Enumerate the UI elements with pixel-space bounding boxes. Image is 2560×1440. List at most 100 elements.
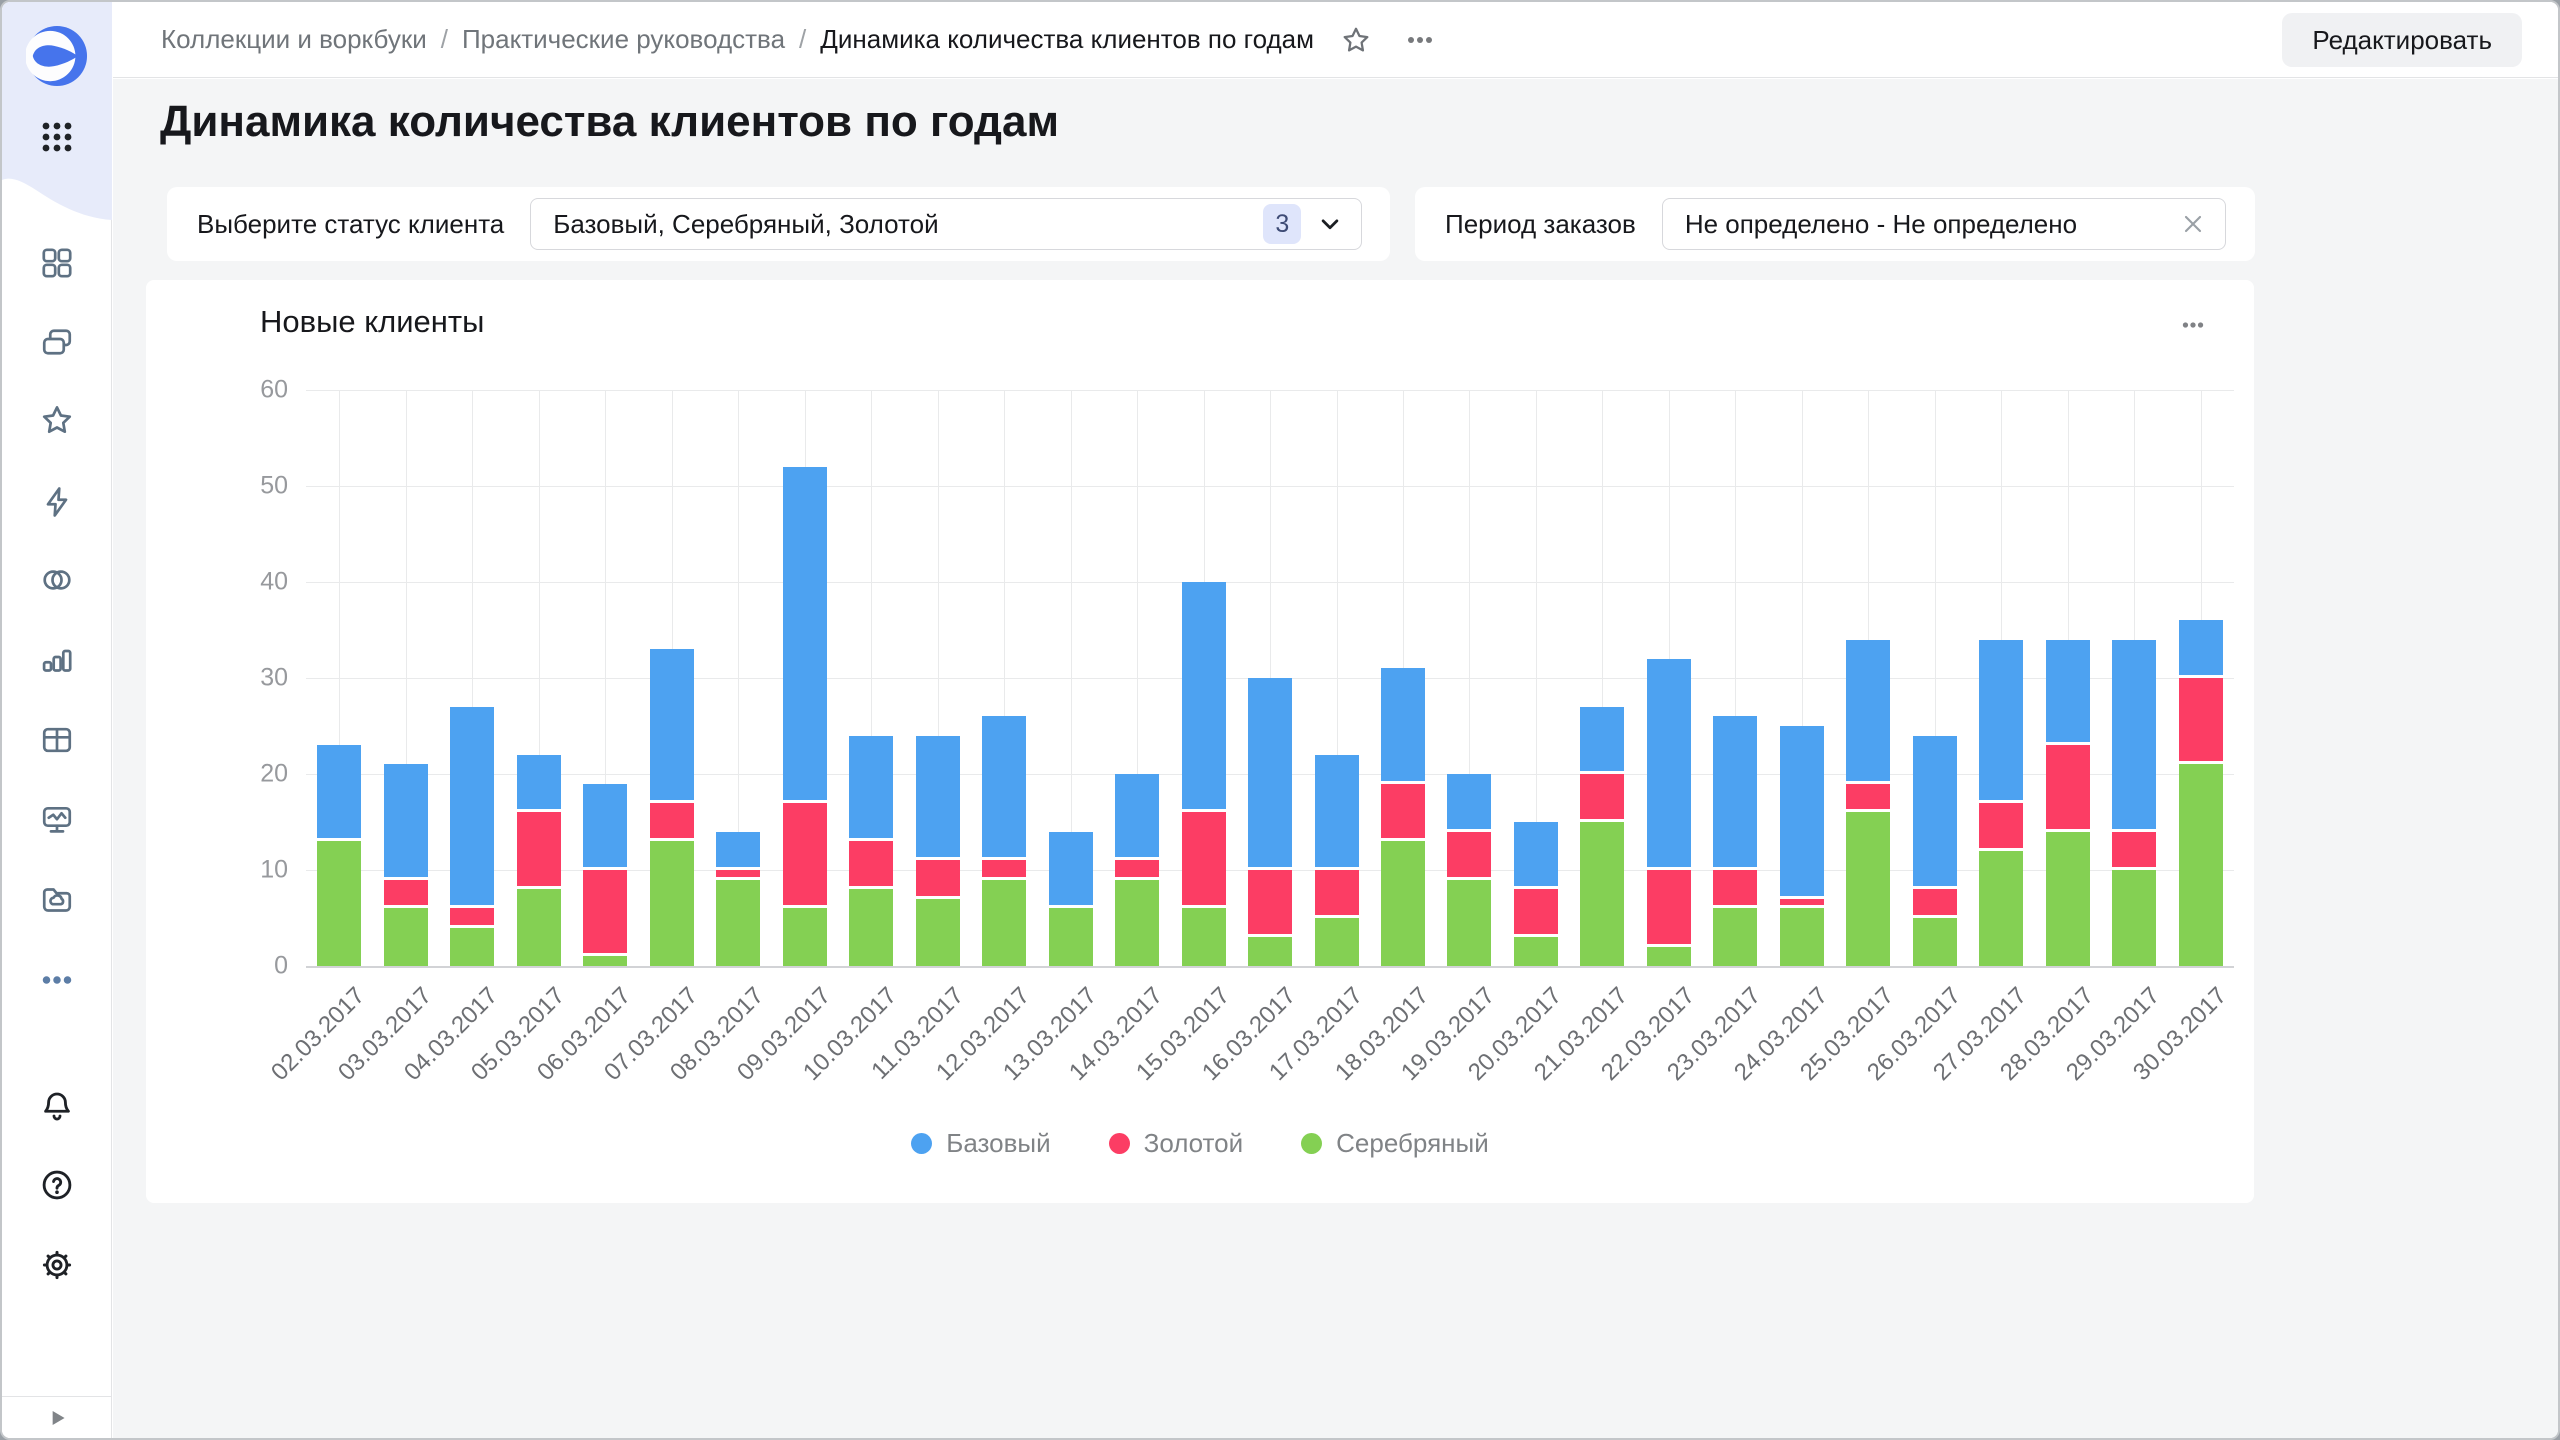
bar-segment-Серебряный[interactable] xyxy=(2045,831,2090,966)
bar-segment-Серебряный[interactable] xyxy=(516,889,561,966)
bar-segment-Золотой[interactable] xyxy=(1713,870,1758,909)
bar-segment-Базовый[interactable] xyxy=(383,764,428,880)
bar-segment-Золотой[interactable] xyxy=(1181,812,1226,909)
legend-item-Золотой[interactable]: Золотой xyxy=(1108,1128,1243,1159)
bar-segment-Золотой[interactable] xyxy=(1314,870,1359,918)
bar-segment-Золотой[interactable] xyxy=(516,812,561,890)
bar-segment-Серебряный[interactable] xyxy=(849,889,894,966)
bar-segment-Базовый[interactable] xyxy=(1580,706,1625,774)
bar-segment-Базовый[interactable] xyxy=(450,706,495,909)
bar-segment-Золотой[interactable] xyxy=(1912,889,1957,918)
bar-segment-Золотой[interactable] xyxy=(450,908,495,928)
bar-segment-Серебряный[interactable] xyxy=(1580,822,1625,966)
bar-segment-Серебряный[interactable] xyxy=(982,879,1027,966)
bar-segment-Базовый[interactable] xyxy=(1646,658,1691,870)
bar-segment-Серебряный[interactable] xyxy=(1314,918,1359,966)
chart-more-menu-icon[interactable] xyxy=(2176,308,2210,342)
datalens-logo[interactable] xyxy=(26,25,88,87)
bar-segment-Серебряный[interactable] xyxy=(1048,908,1093,966)
bar-segment-Серебряный[interactable] xyxy=(1979,850,2024,966)
bar-segment-Базовый[interactable] xyxy=(782,466,827,803)
bar-segment-Базовый[interactable] xyxy=(1447,774,1492,832)
bar-segment-Серебряный[interactable] xyxy=(782,908,827,966)
bar-segment-Серебряный[interactable] xyxy=(716,879,761,966)
bar-segment-Серебряный[interactable] xyxy=(1846,812,1891,966)
expand-icon[interactable] xyxy=(44,1405,70,1431)
period-filter-input[interactable]: Не определено - Не определено xyxy=(1661,198,2226,250)
charts-icon[interactable] xyxy=(37,640,77,680)
bar-segment-Базовый[interactable] xyxy=(982,716,1027,861)
bar-segment-Серебряный[interactable] xyxy=(1779,908,1824,966)
bar-segment-Базовый[interactable] xyxy=(1846,639,1891,784)
bar-segment-Золотой[interactable] xyxy=(982,860,1027,880)
bar-segment-Золотой[interactable] xyxy=(1381,783,1425,842)
bar-segment-Базовый[interactable] xyxy=(317,745,362,842)
page-more-menu-icon[interactable] xyxy=(1402,22,1438,58)
legend-item-Базовый[interactable]: Базовый xyxy=(911,1128,1051,1159)
bar-segment-Серебряный[interactable] xyxy=(1646,946,1691,966)
bar-segment-Золотой[interactable] xyxy=(649,802,694,842)
bar-segment-Серебряный[interactable] xyxy=(1181,908,1226,966)
bar-segment-Базовый[interactable] xyxy=(1979,639,2024,803)
more-icon[interactable] xyxy=(37,960,77,1000)
bar-segment-Базовый[interactable] xyxy=(649,649,694,803)
storage-icon[interactable] xyxy=(37,880,77,920)
legend-item-Серебряный[interactable]: Серебряный xyxy=(1301,1128,1489,1159)
bar-segment-Золотой[interactable] xyxy=(383,879,428,909)
bar-segment-Серебряный[interactable] xyxy=(1513,937,1558,966)
bar-segment-Базовый[interactable] xyxy=(1713,716,1758,870)
settings-icon[interactable] xyxy=(37,1245,77,1285)
bar-segment-Серебряный[interactable] xyxy=(383,908,428,966)
quick-actions-icon[interactable] xyxy=(37,482,77,522)
bar-segment-Базовый[interactable] xyxy=(1248,678,1292,870)
bar-segment-Золотой[interactable] xyxy=(1846,783,1891,813)
bar-segment-Золотой[interactable] xyxy=(782,802,827,909)
bar-segment-Золотой[interactable] xyxy=(716,870,761,880)
bar-segment-Серебряный[interactable] xyxy=(1912,918,1957,966)
bar-segment-Серебряный[interactable] xyxy=(2178,764,2223,966)
bar-segment-Базовый[interactable] xyxy=(2045,639,2090,746)
bar-segment-Базовый[interactable] xyxy=(2112,639,2157,832)
bar-segment-Золотой[interactable] xyxy=(1447,831,1492,880)
bar-segment-Серебряный[interactable] xyxy=(1713,908,1758,966)
collections-icon[interactable] xyxy=(37,322,77,362)
breadcrumb-collections[interactable]: Коллекции и воркбуки xyxy=(161,24,427,54)
connections-icon[interactable] xyxy=(37,560,77,600)
bar-segment-Золотой[interactable] xyxy=(583,870,628,957)
bar-segment-Золотой[interactable] xyxy=(1248,870,1292,938)
bar-segment-Золотой[interactable] xyxy=(849,841,894,890)
bar-segment-Серебряный[interactable] xyxy=(1115,879,1159,966)
edit-button[interactable]: Редактировать xyxy=(2282,13,2522,67)
bar-segment-Золотой[interactable] xyxy=(1115,860,1159,880)
bar-segment-Серебряный[interactable] xyxy=(1248,937,1292,966)
favorites-icon[interactable] xyxy=(37,400,77,440)
bar-segment-Серебряный[interactable] xyxy=(915,898,960,966)
bar-segment-Серебряный[interactable] xyxy=(317,841,362,966)
bar-segment-Базовый[interactable] xyxy=(1115,774,1159,861)
breadcrumb-guides[interactable]: Практические руководства xyxy=(461,24,786,54)
bar-segment-Базовый[interactable] xyxy=(583,783,628,870)
bar-segment-Золотой[interactable] xyxy=(1513,889,1558,938)
datasets-icon[interactable] xyxy=(37,720,77,760)
stacked-bar-plot[interactable]: 0 10 20 30 40 50 60 02.03.2017 03.03.2017 04.03.2… xyxy=(260,376,2234,1086)
bar-segment-Золотой[interactable] xyxy=(1580,774,1625,822)
bar-segment-Базовый[interactable] xyxy=(2178,620,2223,678)
bar-segment-Серебряный[interactable] xyxy=(649,841,694,966)
dashboards-icon[interactable] xyxy=(37,243,77,283)
monitoring-icon[interactable] xyxy=(37,800,77,840)
bar-segment-Базовый[interactable] xyxy=(1181,582,1226,813)
bar-segment-Базовый[interactable] xyxy=(915,735,960,861)
status-filter-select[interactable]: Базовый, Серебряный, Золотой 3 xyxy=(530,198,1363,250)
bar-segment-Базовый[interactable] xyxy=(516,754,561,813)
bar-segment-Серебряный[interactable] xyxy=(583,956,628,966)
bar-segment-Базовый[interactable] xyxy=(1314,754,1359,870)
bar-segment-Базовый[interactable] xyxy=(1513,822,1558,890)
bar-segment-Базовый[interactable] xyxy=(849,735,894,842)
bar-segment-Золотой[interactable] xyxy=(2112,831,2157,870)
bar-segment-Золотой[interactable] xyxy=(2045,745,2090,832)
bar-segment-Золотой[interactable] xyxy=(2178,678,2223,765)
notifications-icon[interactable] xyxy=(37,1086,77,1126)
bar-segment-Базовый[interactable] xyxy=(1912,735,1957,890)
bar-segment-Золотой[interactable] xyxy=(1979,802,2024,851)
apps-grid-icon[interactable] xyxy=(37,117,77,157)
